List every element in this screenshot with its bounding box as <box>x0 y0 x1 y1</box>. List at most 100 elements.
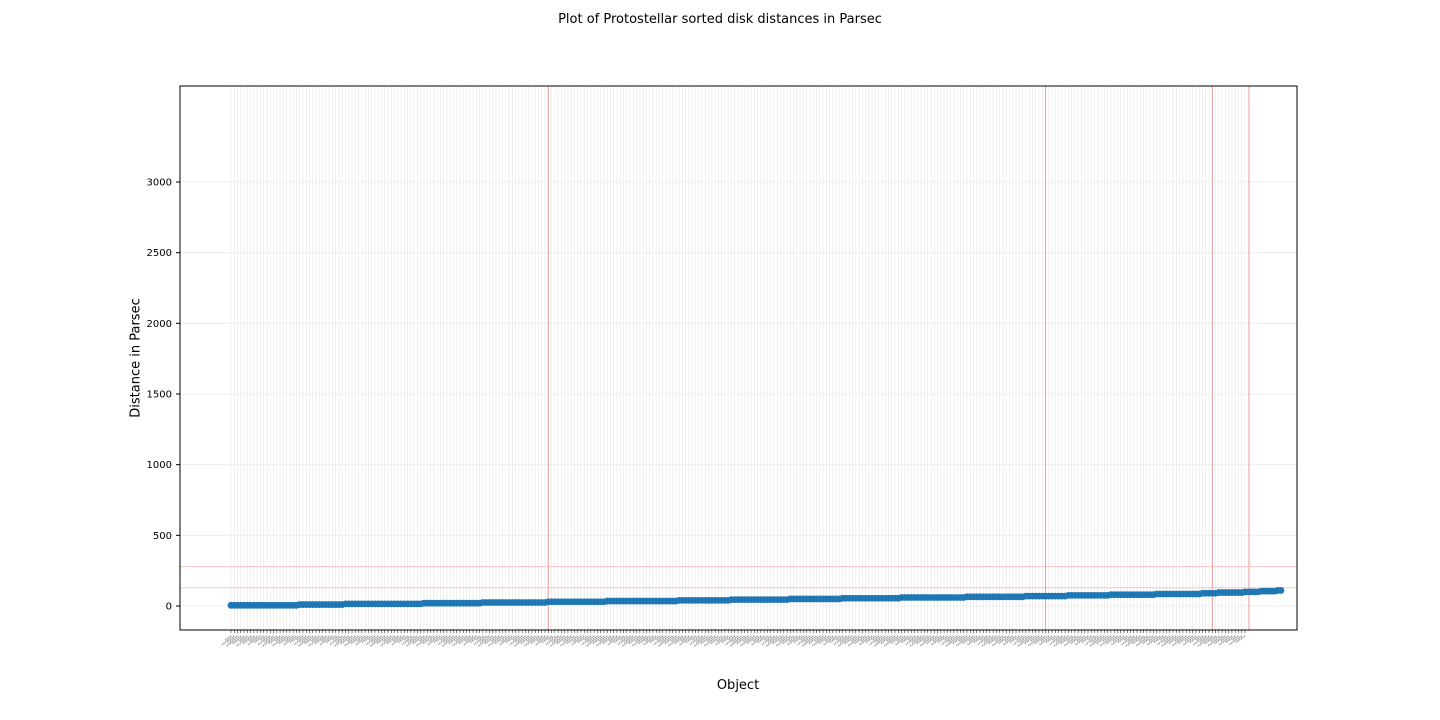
x-tick-label <box>691 635 700 642</box>
x-tick-label <box>494 635 507 645</box>
x-tick-label <box>797 635 811 646</box>
x-tick-label <box>822 635 837 646</box>
x-tick-label <box>422 635 435 645</box>
x-tick-label <box>706 635 716 643</box>
x-tick-label <box>382 635 392 643</box>
x-tick-label <box>1116 635 1128 644</box>
x-tick-label <box>1123 635 1131 642</box>
x-tick-label <box>894 635 909 646</box>
x-tick-label <box>577 635 588 644</box>
x-tick-label <box>945 635 961 647</box>
x-tick-label <box>225 635 242 647</box>
x-tick-label <box>562 635 572 643</box>
x-tick-label <box>617 635 631 646</box>
x-tick-label <box>1087 635 1095 642</box>
x-tick-label <box>606 635 621 646</box>
x-tick-label <box>454 635 464 643</box>
x-tick-label <box>602 635 615 645</box>
x-tick-label <box>259 635 268 642</box>
x-tick-label <box>735 635 749 645</box>
x-tick-label <box>991 635 1007 647</box>
x-tick-label <box>778 635 788 643</box>
x-tick-label <box>875 635 886 643</box>
x-tick-label <box>955 635 971 647</box>
x-tick-label <box>901 635 912 644</box>
x-tick-label <box>293 635 307 646</box>
x-tick-label <box>581 635 595 646</box>
x-tick-label <box>304 635 317 645</box>
x-tick-label <box>1159 635 1167 642</box>
x-tick-label <box>566 635 579 645</box>
x-tick-label <box>739 635 755 647</box>
x-tick-label <box>818 635 831 645</box>
x-tick-label <box>742 635 752 643</box>
x-tick-label <box>1004 635 1014 642</box>
x-tick-label <box>998 635 1010 645</box>
x-tick-label <box>613 635 624 644</box>
x-tick-label <box>763 635 772 642</box>
x-tick-label <box>534 635 549 646</box>
x-tick-label <box>367 635 376 642</box>
x-tick-label <box>911 635 922 643</box>
x-tick-label <box>782 635 795 645</box>
x-tick-label <box>981 635 997 647</box>
x-tick-label <box>1017 635 1033 647</box>
x-tick-label <box>331 635 340 642</box>
x-tick-label <box>951 635 965 645</box>
x-tick-label <box>1138 635 1148 643</box>
x-tick-label <box>598 635 608 643</box>
x-tick-label <box>583 635 592 642</box>
x-tick-label <box>634 635 644 643</box>
x-tick-label <box>746 635 759 645</box>
x-tick-label <box>498 635 513 646</box>
x-tick-label <box>441 635 458 647</box>
x-tick-label <box>642 635 657 646</box>
x-tick-label <box>678 635 693 646</box>
x-tick-label <box>336 635 346 643</box>
x-tick-label <box>765 635 781 647</box>
x-tick-label <box>346 635 356 643</box>
x-tick-label <box>609 635 618 642</box>
y-tick-label: 1500 <box>147 390 172 401</box>
x-tick-label <box>811 635 827 647</box>
x-tick-label <box>649 635 660 644</box>
x-tick-label <box>973 635 984 644</box>
x-tick-label <box>473 635 487 646</box>
x-tick-label <box>890 635 903 645</box>
x-tick-label <box>515 635 526 643</box>
x-tick-label <box>272 635 288 647</box>
x-tick-label <box>693 635 710 647</box>
x-tick-label <box>814 635 824 643</box>
x-tick-label <box>555 635 569 645</box>
x-tick-label <box>1059 635 1073 645</box>
x-tick-label <box>657 635 674 647</box>
x-tick-label <box>325 635 337 644</box>
x-tick-label <box>930 635 945 646</box>
x-tick-label <box>477 635 494 647</box>
x-tick-label <box>545 635 559 646</box>
x-tick-label <box>1148 635 1158 642</box>
x-axis <box>221 630 1246 647</box>
x-tick-label <box>1228 635 1243 646</box>
x-tick-label <box>627 635 641 645</box>
x-tick-label <box>886 635 896 643</box>
x-tick-label <box>767 635 778 643</box>
x-tick-label <box>462 635 477 646</box>
data-point <box>1277 587 1285 594</box>
x-tick-label <box>1110 635 1125 646</box>
x-tick-label <box>879 635 893 645</box>
x-tick-label <box>1099 635 1115 647</box>
x-tick-label <box>1199 635 1210 643</box>
x-tick-label <box>448 635 461 645</box>
x-tick-label <box>645 635 654 642</box>
x-tick-label <box>1076 635 1086 642</box>
x-tick-label <box>962 635 974 645</box>
x-tick-label <box>1207 635 1223 647</box>
x-tick-label <box>858 635 873 646</box>
x-tick-label <box>653 635 667 646</box>
x-tick-label <box>238 635 248 643</box>
x-tick-label <box>1030 635 1040 643</box>
x-tick-label <box>1231 635 1239 642</box>
plot-frame <box>179 85 1298 631</box>
x-tick-label <box>439 635 448 642</box>
